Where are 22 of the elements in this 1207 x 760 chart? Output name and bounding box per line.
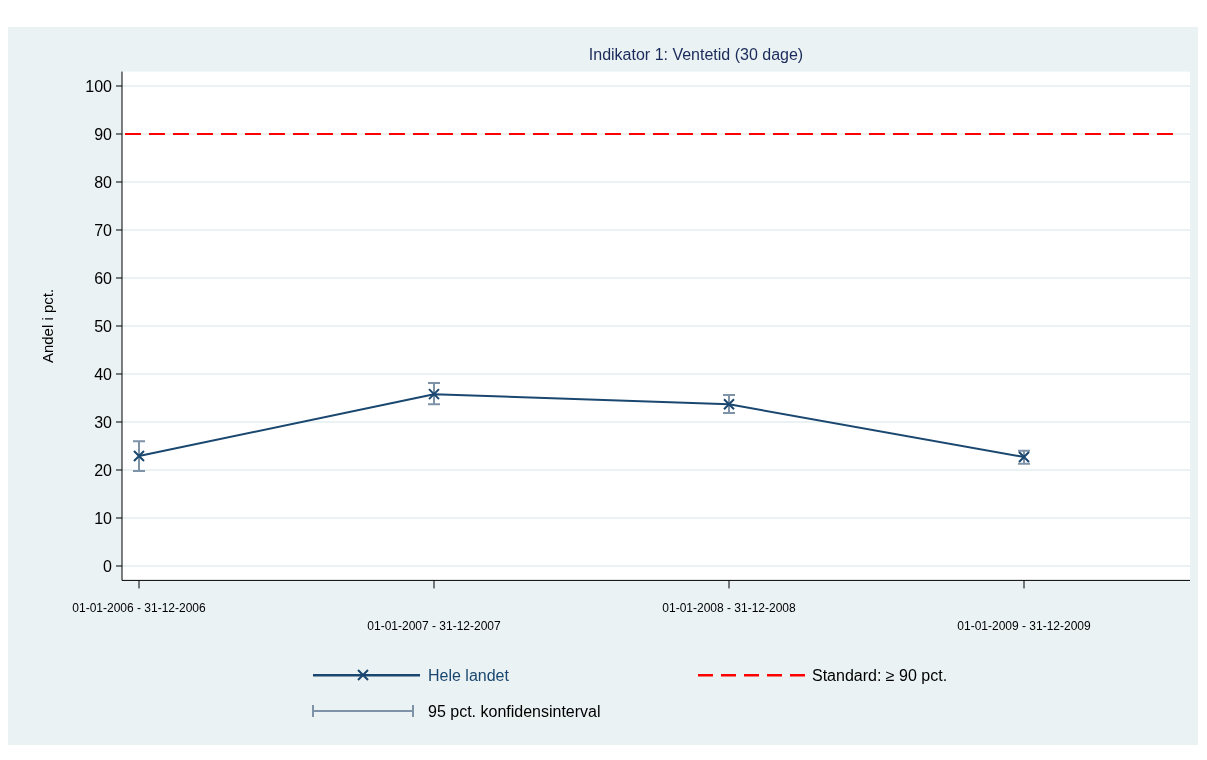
point — [428, 388, 440, 401]
x-tick-label: 01-01-2006 - 31-12-2006 — [72, 601, 207, 616]
y-tick-label: 60 — [94, 269, 113, 287]
y-tick-label: 10 — [94, 509, 113, 527]
text: 95 pct. konfidensinterval — [428, 702, 601, 720]
x-tick-label: 01-01-2007 - 31-12-2007 — [367, 619, 502, 634]
y-tick-label: 30 — [94, 413, 113, 431]
y-tick-label: 0 — [103, 557, 113, 575]
y-axis-title: Andel i pct. — [39, 288, 56, 364]
text: Hele landet — [428, 666, 510, 684]
y-tick-label: 50 — [94, 317, 113, 335]
y-tick-label: 40 — [94, 365, 113, 383]
legend-label: Standard: ≥ 90 pct. — [812, 666, 948, 684]
x-tick-label: 01-01-2008 - 31-12-2008 — [662, 601, 797, 616]
chart-title: Indikator 1: Ventetid (30 dage) — [588, 46, 804, 63]
y-tick-label: 70 — [94, 221, 113, 239]
y-tick-label: 80 — [94, 173, 113, 191]
point — [133, 450, 145, 463]
y-tick-label: 20 — [94, 461, 113, 479]
y-tick-label: 90 — [94, 125, 113, 143]
y-tick-label: 100 — [85, 77, 113, 95]
x-tick-label: 01-01-2009 - 31-12-2009 — [957, 619, 1092, 634]
